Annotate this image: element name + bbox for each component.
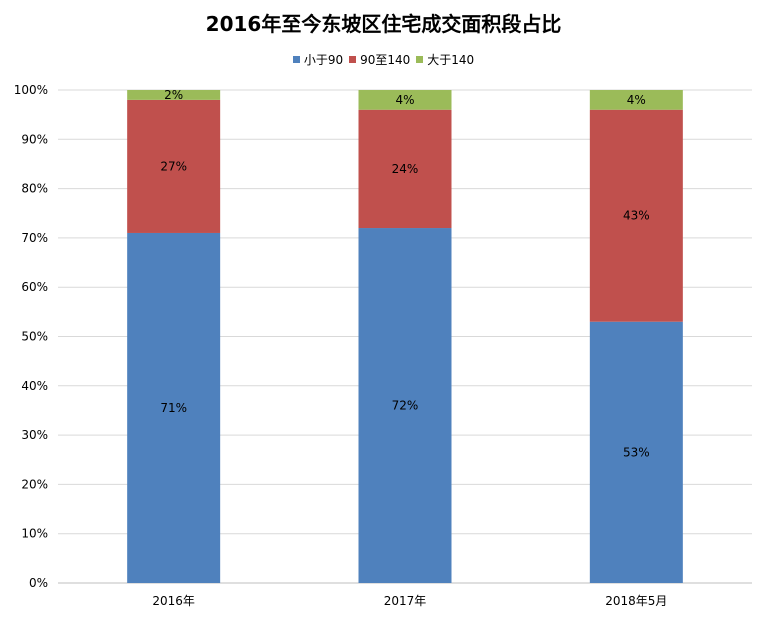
- y-tick-label: 20%: [21, 477, 48, 491]
- legend-item: 90至140: [349, 51, 410, 68]
- legend-item: 小于90: [292, 51, 344, 68]
- bar-segment: [127, 90, 221, 100]
- bar-segment: [589, 90, 683, 110]
- legend-label: 90至140: [360, 53, 411, 67]
- legend-label: 小于90: [303, 53, 344, 67]
- chart-title: 2016年至今东坡区住宅成交面积段占比: [205, 12, 562, 36]
- y-tick-label: 80%: [21, 182, 48, 196]
- data-label: 27%: [160, 159, 187, 173]
- data-label: 4%: [627, 93, 646, 107]
- bar-segment: [358, 228, 452, 584]
- data-label: 43%: [623, 209, 650, 223]
- y-tick-label: 70%: [21, 231, 48, 245]
- y-tick-label: 100%: [14, 83, 48, 97]
- y-tick-label: 0%: [29, 576, 48, 590]
- data-label: 72%: [392, 399, 419, 413]
- data-label: 71%: [160, 401, 187, 415]
- x-tick-label: 2017年: [384, 594, 427, 608]
- legend: 小于90 90至140 大于140: [0, 51, 767, 68]
- data-label: 24%: [392, 162, 419, 176]
- data-label: 53%: [623, 445, 650, 459]
- y-tick-label: 30%: [21, 428, 48, 442]
- x-tick-label: 2016年: [152, 594, 195, 608]
- legend-item: 大于140: [416, 51, 474, 68]
- x-tick-label: 2018年5月: [605, 594, 667, 608]
- y-tick-label: 10%: [21, 527, 48, 541]
- bar-segment: [127, 99, 221, 233]
- bar-segment: [589, 321, 683, 583]
- y-tick-label: 90%: [21, 132, 48, 146]
- legend-swatch: [292, 56, 300, 63]
- bar-segment: [358, 90, 452, 110]
- y-tick-label: 50%: [21, 330, 48, 344]
- bar-segment: [127, 232, 221, 583]
- y-tick-label: 40%: [21, 379, 48, 393]
- data-label: 2%: [164, 88, 183, 102]
- y-tick-label: 60%: [21, 280, 48, 294]
- legend-label: 大于140: [427, 53, 475, 67]
- data-label: 4%: [395, 93, 414, 107]
- legend-swatch: [416, 56, 424, 63]
- bar-segment: [589, 109, 683, 322]
- bar-segment: [358, 109, 452, 229]
- legend-swatch: [349, 56, 357, 63]
